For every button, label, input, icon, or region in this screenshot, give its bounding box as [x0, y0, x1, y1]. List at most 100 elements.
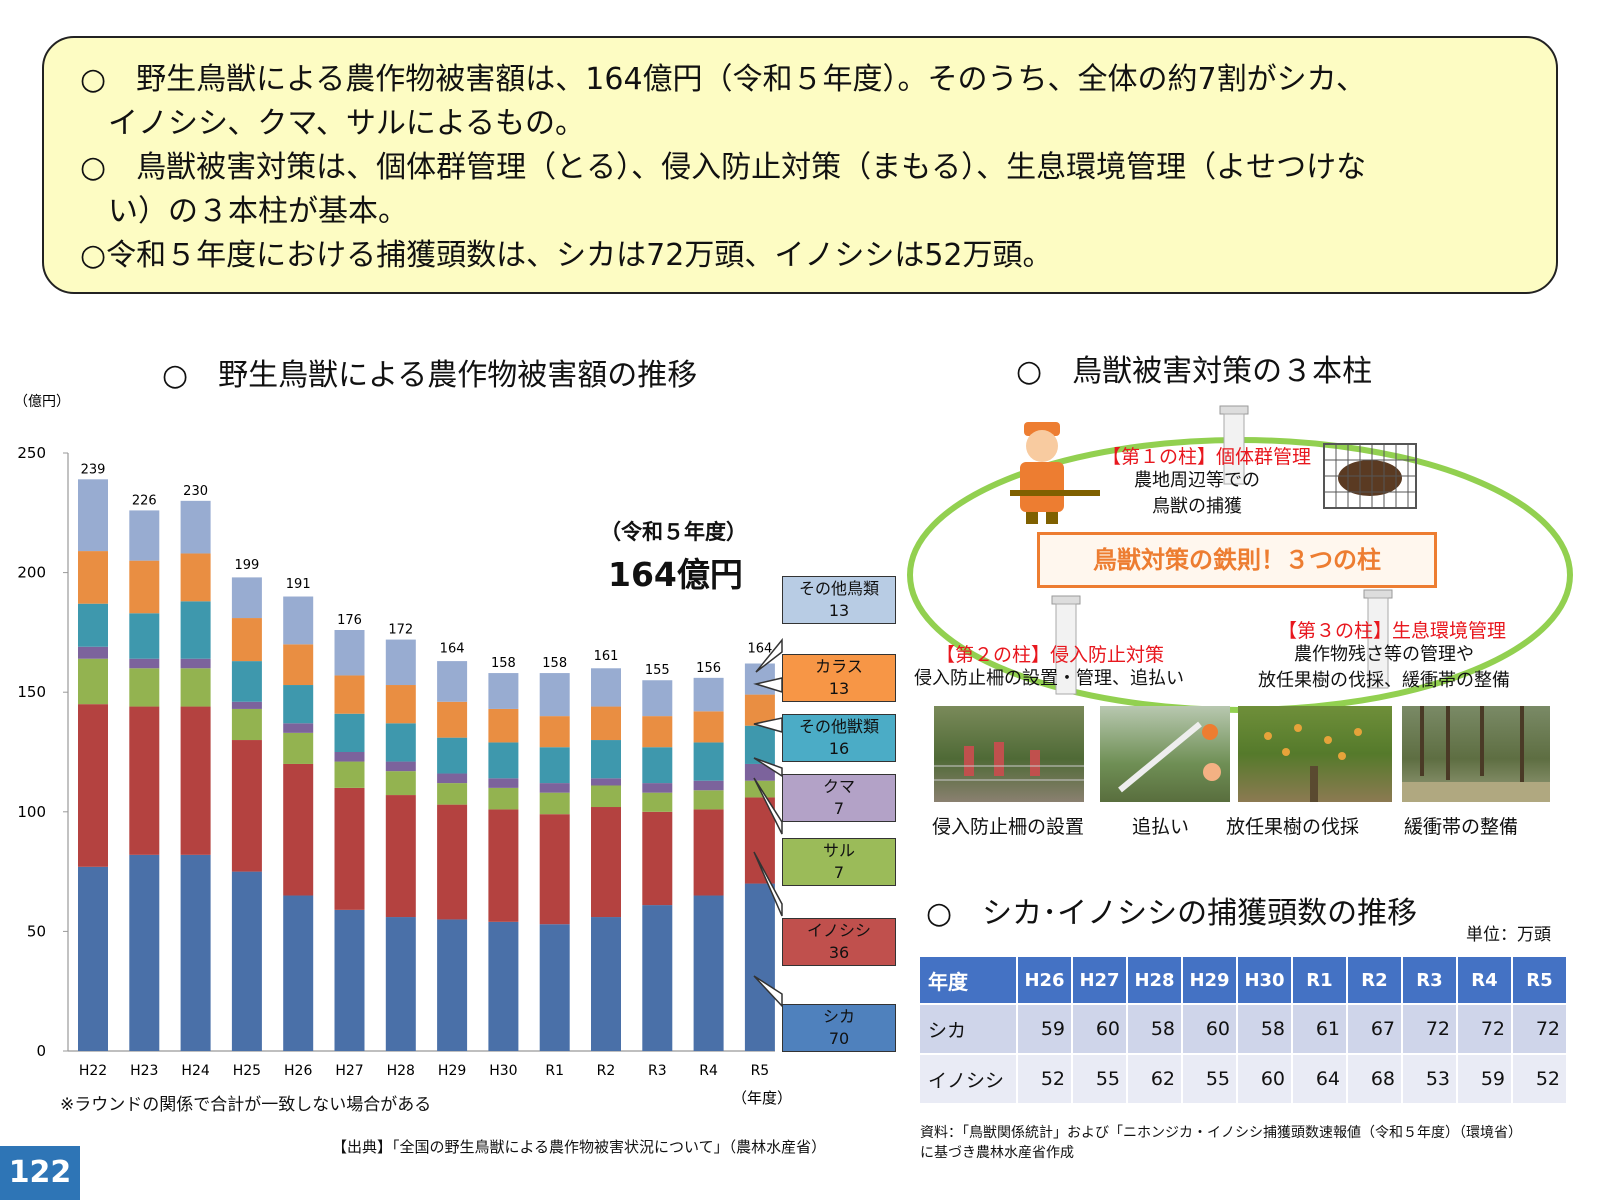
capture-header-cell: H26 [1016, 955, 1073, 1005]
summary-line-1: ○ 野生鳥獣による農作物被害額は、164億円（令和５年度）。そのうち、全体の約7… [80, 62, 1367, 97]
bar-total-label: 164 [440, 642, 465, 657]
pointer-bear [753, 757, 783, 778]
bar-segment-クマ [642, 783, 673, 793]
capture-source-line-2: に基づき農林水産省作成 [920, 1145, 1074, 1161]
table-cell: 68 [1346, 1053, 1403, 1105]
y-tick-label: 250 [17, 444, 46, 462]
bar-segment-カラス [539, 716, 570, 748]
capture-row-boar: イノシシ 52 55 62 55 60 64 68 53 59 52 [918, 1053, 1568, 1105]
pillar-2-heading: 【第２の柱】侵入防止対策 [936, 644, 1165, 666]
summary-box: ○ 野生鳥獣による農作物被害額は、164億円（令和５年度）。そのうち、全体の約7… [42, 36, 1558, 294]
photo-caption-buffer: 緩衝帯の整備 [1404, 816, 1519, 838]
bar-segment-クマ [693, 780, 724, 791]
pillar-1-desc: 農地周辺等での 鳥獣の捕獲 [1134, 468, 1260, 520]
bar-segment-その他獣類 [642, 747, 673, 784]
pillar-2-desc-line-1: 侵入防止柵の設置・管理、追払い [914, 668, 1184, 689]
bar-segment-その他獣類 [385, 723, 416, 762]
photo-caption-chasing: 追払い [1132, 816, 1190, 838]
bar-segment-イノシシ [231, 740, 262, 872]
x-tick-label: H29 [438, 1063, 466, 1079]
bar-segment-サル [231, 708, 262, 741]
bar-segment-シカ [283, 895, 314, 1051]
table-cell: 67 [1346, 1003, 1403, 1055]
bar-segment-クマ [180, 658, 211, 669]
x-tick-label: H23 [130, 1063, 158, 1079]
table-cell: 72 [1456, 1003, 1513, 1055]
table-cell: 60 [1236, 1053, 1293, 1105]
bar-segment-サル [488, 787, 519, 810]
bar-segment-その他獣類 [231, 661, 262, 702]
bar-segment-カラス [334, 675, 365, 714]
chart-section-title: ○ 野生鳥獣による農作物被害額の推移 [162, 358, 698, 393]
bar-segment-その他獣類 [283, 685, 314, 724]
callout-other-birds-value: 13 [828, 601, 850, 620]
photo-chasing-away [1100, 706, 1230, 802]
capture-source-line-1: 資料：「鳥獣関係統計」および「ニホンジカ・イノシシ捕獲頭数速報値（令和５年度）（… [920, 1125, 1522, 1141]
callout-crow-value: 13 [828, 679, 850, 698]
bar-segment-イノシシ [591, 807, 621, 918]
pointer-crow [753, 677, 783, 694]
x-tick-label: R4 [699, 1063, 718, 1079]
bar-segment-カラス [129, 560, 160, 614]
table-cell: 58 [1126, 1003, 1183, 1055]
x-tick-label: R5 [751, 1063, 770, 1079]
pointer-boar [753, 851, 783, 917]
callout-other-birds: その他鳥類 13 [782, 576, 896, 624]
pillar-1-icon [1219, 405, 1249, 485]
bar-segment-イノシシ [488, 809, 519, 922]
chart-source: 【出典】「全国の野生鳥獣による農作物被害状況について」（農林水産省） [332, 1138, 827, 1156]
bar-segment-クマ [437, 773, 468, 784]
table-cell: 64 [1291, 1053, 1348, 1105]
table-cell: 62 [1126, 1053, 1183, 1105]
table-cell: 72 [1511, 1003, 1568, 1055]
bar-segment-その他獣類 [488, 742, 519, 779]
bar-segment-イノシシ [283, 763, 314, 896]
capture-header-cell: 年度 [918, 955, 1018, 1005]
callout-boar-value: 36 [828, 943, 850, 962]
capture-header-row: 年度 H26 H27 H28 H29 H30 R1 R2 R3 R4 R5 [918, 955, 1568, 1005]
bar-segment-カラス [78, 551, 108, 604]
bar-segment-その他鳥類 [539, 673, 570, 717]
bar-segment-カラス [437, 701, 468, 738]
bar-segment-その他鳥類 [488, 673, 519, 709]
table-cell: 55 [1181, 1053, 1238, 1105]
bar-total-label: 158 [542, 656, 567, 671]
y-tick-label: 200 [17, 564, 46, 582]
bar-segment-サル [283, 732, 314, 764]
bar-segment-その他鳥類 [385, 639, 416, 686]
y-tick-label: 50 [27, 922, 46, 940]
capture-table: 年度 H26 H27 H28 H29 H30 R1 R2 R3 R4 R5 シカ… [918, 955, 1568, 1105]
bar-segment-イノシシ [78, 704, 108, 867]
bar-segment-サル [642, 792, 673, 812]
bar-segment-カラス [283, 644, 314, 686]
callout-other-beasts-name: その他獣類 [798, 717, 879, 736]
bar-total-label: 191 [286, 577, 311, 592]
bar-segment-その他獣類 [591, 740, 621, 779]
bar-segment-クマ [283, 723, 314, 733]
hunter-icon [1010, 422, 1100, 524]
x-axis-label: （年度） [732, 1089, 790, 1107]
callout-monkey-name: サル [822, 841, 855, 860]
bar-segment-サル [78, 658, 108, 705]
y-tick-label: 150 [17, 683, 46, 701]
table-cell: イノシシ [918, 1053, 1018, 1105]
bar-total-label: 156 [696, 661, 721, 676]
bar-segment-クマ [744, 763, 775, 781]
capture-header-cell: R3 [1401, 955, 1458, 1005]
bar-segment-カラス [180, 553, 211, 602]
callout-crow-name: カラス [815, 657, 863, 676]
x-tick-label: H30 [489, 1063, 517, 1079]
bar-segment-その他鳥類 [180, 500, 211, 554]
callout-other-beasts-value: 16 [828, 739, 850, 758]
summary-line-4: い）の３本柱が基本。 [108, 194, 408, 229]
pillar-2-icon [1051, 595, 1081, 695]
photo-buffer-zone [1402, 706, 1550, 802]
bar-segment-イノシシ [385, 795, 416, 918]
bar-segment-イノシシ [437, 804, 468, 920]
callout-bear: クマ 7 [782, 774, 896, 822]
bar-segment-シカ [78, 866, 108, 1051]
bar-segment-クマ [539, 783, 570, 793]
table-cell: シカ [918, 1003, 1018, 1055]
bar-segment-その他鳥類 [642, 680, 673, 717]
callout-monkey-value: 7 [833, 863, 845, 882]
